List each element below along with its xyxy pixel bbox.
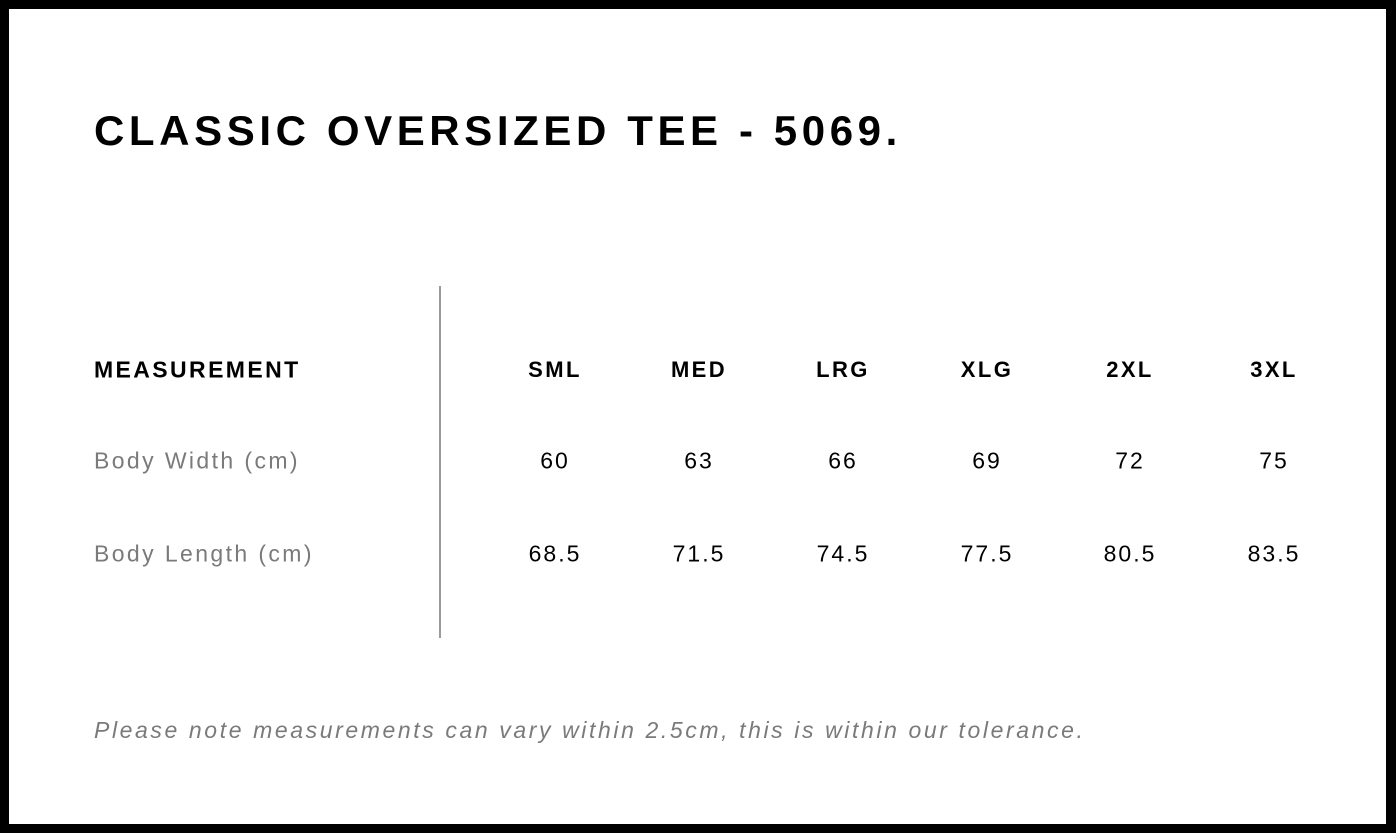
table-cell: 69 [972,447,1002,474]
size-header-lrg: LRG [816,357,870,382]
table-cell: 72 [1115,447,1145,474]
size-header-xlg: XLG [960,357,1014,382]
table-cell: 74.5 [816,540,870,567]
row-label: Body Width (cm) [94,447,300,474]
size-chart-card: CLASSIC OVERSIZED TEE - 5069. MEASUREMEN… [9,9,1386,824]
column-divider [439,286,441,638]
table-cell: 68.5 [528,540,582,567]
table-cell: 77.5 [960,540,1014,567]
size-header-2xl: 2XL [1106,357,1154,382]
measurement-header: MEASUREMENT [94,356,301,383]
table-cell: 63 [684,447,714,474]
row-label: Body Length (cm) [94,540,314,567]
size-header-sml: SML [528,357,582,382]
table-cell: 71.5 [672,540,726,567]
tolerance-note: Please note measurements can vary within… [94,717,1086,743]
table-cell: 83.5 [1247,540,1301,567]
table-cell: 75 [1259,447,1289,474]
size-header-med: MED [670,357,728,382]
page-title: CLASSIC OVERSIZED TEE - 5069. [94,107,902,154]
table-cell: 66 [828,447,858,474]
size-header-3xl: 3XL [1250,357,1298,382]
table-cell: 80.5 [1103,540,1157,567]
table-cell: 60 [540,447,570,474]
